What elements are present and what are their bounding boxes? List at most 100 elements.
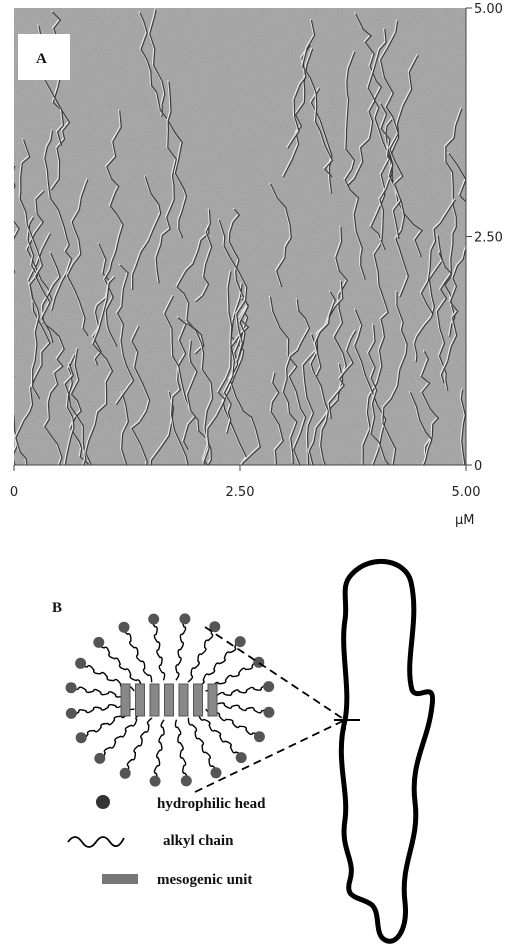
micelle-schematic	[65, 613, 275, 787]
alkyl-chain	[70, 686, 131, 698]
mesogenic-unit	[120, 683, 131, 717]
y-tick-label: 5.00	[474, 2, 503, 17]
dashed-line	[194, 719, 346, 793]
mesogenic-unit	[149, 683, 160, 717]
domain-boundary	[218, 219, 248, 357]
alkyl-chain	[197, 713, 243, 759]
domain-boundary	[382, 291, 408, 465]
domain-boundary	[84, 275, 115, 465]
domain-boundary	[355, 13, 393, 242]
domain-boundary	[14, 232, 51, 465]
afm-image	[14, 8, 466, 465]
domain-boundary	[19, 139, 54, 343]
mesogenic-unit	[135, 683, 145, 717]
alkyl-chain	[70, 701, 131, 716]
legend-unit-icon	[102, 874, 138, 884]
hydrophilic-head	[235, 752, 247, 764]
panel-label: B	[52, 600, 62, 616]
domain-boundary	[308, 363, 344, 465]
label-box	[18, 34, 70, 80]
domain-boundary	[139, 12, 188, 239]
domain-boundary	[302, 334, 318, 465]
hydrophilic-head	[75, 732, 87, 744]
hydrophilic-head	[209, 621, 221, 633]
alkyl-chain	[209, 702, 270, 714]
domain-boundary	[362, 244, 389, 465]
axis-unit: μM	[455, 513, 475, 528]
legend-label: alkyl chain	[163, 833, 234, 849]
alkyl-chain	[122, 626, 153, 683]
domain-boundary	[44, 130, 73, 311]
domain-boundary	[65, 178, 88, 336]
domain-boundary	[380, 103, 410, 298]
hydrophilic-head	[263, 681, 275, 693]
domain-boundary	[155, 81, 177, 284]
alkyl-chain	[187, 625, 216, 683]
domain-boundary	[313, 290, 336, 376]
domain-boundary	[164, 295, 213, 465]
domain-boundary	[302, 19, 334, 178]
domain-boundary	[378, 19, 403, 239]
hydrophilic-head	[179, 613, 191, 625]
domain-boundary	[185, 321, 213, 465]
domain-boundary	[131, 326, 151, 465]
domain-boundary	[361, 243, 389, 465]
hydrophilic-head	[94, 752, 106, 764]
domain-boundary	[154, 80, 177, 283]
domain-boundary	[459, 388, 466, 465]
alkyl-chain	[174, 719, 189, 782]
alkyl-chain	[151, 618, 166, 681]
alkyl-chain	[197, 640, 241, 687]
domain-boundary	[182, 340, 198, 450]
alkyl-chain	[187, 717, 218, 774]
hydrophilic-head	[148, 613, 160, 625]
hydrophilic-head	[65, 682, 77, 694]
domain-boundary	[333, 226, 349, 381]
domain-boundary	[186, 322, 214, 465]
domain-boundary	[114, 263, 134, 404]
x-tick-label: 2.50	[226, 485, 255, 500]
domain-boundary	[69, 348, 89, 465]
domain-boundary	[379, 20, 404, 240]
domain-boundary	[328, 330, 357, 420]
domain-boundary	[269, 183, 292, 288]
domain-boundary	[460, 389, 466, 465]
dashed-line	[204, 626, 346, 721]
domain-boundary	[42, 252, 65, 465]
domain-boundary	[85, 276, 116, 465]
domain-boundary	[270, 372, 284, 465]
hydrophilic-head	[93, 636, 105, 648]
hydrophilic-head	[149, 775, 161, 787]
domain-boundary	[149, 390, 174, 465]
domain-boundary	[345, 27, 386, 186]
domain-boundary	[116, 264, 135, 405]
domain-boundary	[310, 88, 333, 194]
domain-boundary	[170, 317, 189, 465]
alkyl-chain	[99, 713, 143, 760]
domain-boundary	[149, 9, 166, 117]
mesogenic-unit	[178, 683, 189, 717]
domain-boundary	[301, 333, 317, 465]
hydrophilic-head	[118, 621, 130, 633]
domain-boundary	[346, 28, 387, 187]
y-tick-label: 0	[474, 459, 482, 474]
domain-boundary	[119, 391, 129, 465]
domain-boundary	[269, 296, 307, 465]
mesogenic-unit	[193, 683, 203, 717]
domain-boundary	[282, 299, 311, 465]
x-tick-label: 0	[10, 485, 18, 500]
domain-boundary	[195, 209, 213, 303]
alkyl-chain	[175, 618, 187, 681]
domain-boundary	[327, 329, 356, 419]
legend-label: hydrophilic head	[157, 796, 266, 812]
domain-boundary	[43, 129, 72, 310]
domain-boundary	[132, 176, 162, 290]
domain-boundary	[436, 252, 453, 391]
domain-boundary	[150, 391, 175, 465]
alkyl-chain	[124, 717, 153, 775]
domain-boundary	[420, 199, 457, 315]
domain-boundary	[354, 309, 387, 465]
hydrophilic-head	[263, 706, 275, 718]
domain-boundary	[228, 208, 249, 362]
